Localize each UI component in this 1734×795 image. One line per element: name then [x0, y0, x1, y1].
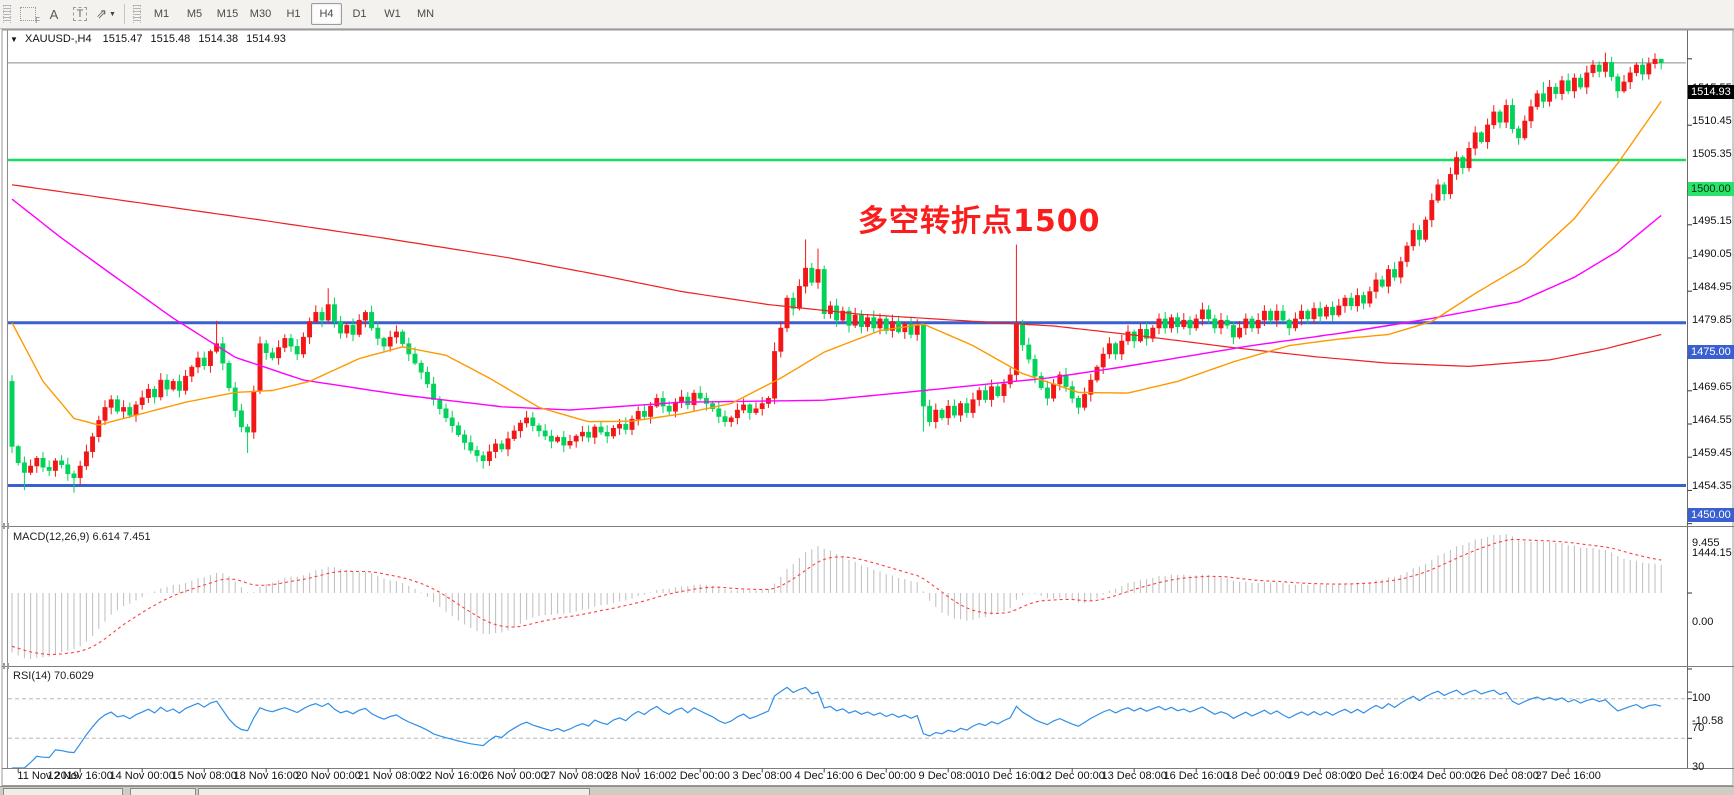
bar-open: 1515.47 [102, 33, 143, 45]
timeframe-button-h1[interactable]: H1 [286, 8, 301, 20]
date-tick-label: 13 Dec 08:00 [1101, 770, 1167, 782]
date-tick-label: 18 Nov 16:00 [233, 770, 299, 782]
chart-tab[interactable] [3, 788, 123, 795]
macd-tick-label: 9.455 [1692, 536, 1720, 549]
ma-slow-line [11, 184, 1662, 368]
date-tick-label: 18 Dec 00:00 [1225, 770, 1291, 782]
ma-mid-line [11, 198, 1662, 411]
candles-layer [9, 52, 1664, 493]
main-pane [8, 52, 1686, 493]
rsi-pane-label: RSI(14) 70.6029 [13, 670, 94, 682]
chart-canvas[interactable] [0, 29, 1734, 786]
date-tick-label: 2 Dec 00:00 [670, 770, 730, 782]
macd-signal-line [11, 538, 1662, 656]
price-tick-label: 1505.35 [1692, 148, 1732, 161]
date-tick-label: 4 Dec 16:00 [794, 770, 854, 782]
timeframe-button-m15[interactable]: M15 [216, 8, 239, 20]
date-tick-label: 3 Dec 08:00 [732, 770, 792, 782]
price-tick-label: 1479.85 [1692, 314, 1732, 327]
date-tick-label: 10 Dec 16:00 [977, 770, 1043, 782]
date-tick-label: 20 Nov 00:00 [295, 770, 361, 782]
toolbar-separator [124, 4, 125, 24]
timeframe-button-d1[interactable]: D1 [352, 8, 367, 20]
date-tick-label: 12 Dec 00:00 [1039, 770, 1105, 782]
chart-tab-strip [0, 786, 1734, 795]
text-box-icon[interactable]: T [67, 3, 93, 25]
date-tick-label: 14 Nov 00:00 [109, 770, 175, 782]
date-tick-label: 26 Dec 08:00 [1473, 770, 1539, 782]
toolbar: F A T ⇗ ▼ M1 M5 M15 M30 H1 H4 D1 W1 MN [0, 0, 1734, 29]
chart-tab[interactable] [130, 788, 196, 795]
text-label-icon[interactable]: A [49, 6, 59, 22]
price-tick-label: 1464.55 [1692, 413, 1732, 426]
price-tick-label: 1490.05 [1692, 247, 1732, 260]
symbol-name: XAUUSD-,H4 [24, 33, 92, 45]
level-price-badge: 1500.00 [1688, 182, 1734, 197]
timeframe-button-mn[interactable]: MN [416, 8, 435, 20]
date-tick-label: 22 Nov 16:00 [419, 770, 485, 782]
date-tick-label: 6 Dec 00:00 [856, 770, 916, 782]
date-tick-label: 11 Nov 2019 [17, 770, 79, 782]
rsi-tick-label: 70 [1692, 721, 1705, 734]
price-tick-label: 1469.65 [1692, 380, 1732, 393]
macd-tick-label: -10.58 [1692, 715, 1724, 728]
date-tick-label: 12 Nov 16:00 [47, 770, 113, 782]
draw-tools-icon[interactable]: ⇗ ▼ [96, 6, 116, 21]
date-tick-label: 21 Nov 08:00 [357, 770, 423, 782]
date-tick-label: 16 Dec 16:00 [1163, 770, 1229, 782]
rsi-tick-label: 30 [1692, 761, 1705, 774]
date-tick-label: 24 Dec 00:00 [1411, 770, 1477, 782]
chart-annotation-text: 多空转折点1500 [858, 204, 1101, 239]
macd-pane [11, 534, 1662, 659]
date-tick-label: 27 Nov 08:00 [543, 770, 609, 782]
timeframe-grip[interactable] [133, 5, 141, 23]
draw-tools-caret-icon[interactable]: ▼ [108, 10, 116, 18]
macd-tick-label: 0.00 [1692, 616, 1714, 628]
timeframe-group: M1 M5 M15 M30 H1 H4 D1 W1 MN [145, 3, 442, 25]
toolbar-grip[interactable] [3, 5, 11, 23]
date-tick-label: 28 Nov 16:00 [605, 770, 671, 782]
rsi-tick-label: 100 [1692, 692, 1711, 704]
date-tick-label: 20 Dec 16:00 [1349, 770, 1415, 782]
level-price-badge: 1450.00 [1688, 507, 1734, 522]
date-tick-label: 9 Dec 08:00 [918, 770, 978, 782]
chart-window[interactable]: ▼ XAUUSD-,H4 1515.47 1515.48 1514.38 151… [0, 29, 1734, 786]
symbol-dropdown-icon[interactable]: ▼ [10, 35, 18, 44]
level-price-badge: 1475.00 [1688, 344, 1734, 359]
date-tick-label: 27 Dec 16:00 [1535, 770, 1601, 782]
bar-close: 1514.93 [246, 33, 286, 45]
chart-tab[interactable] [198, 788, 590, 795]
timeframe-button-m30[interactable]: M30 [249, 8, 272, 20]
date-tick-label: 15 Nov 08:00 [171, 770, 237, 782]
price-tick-label: 1510.45 [1692, 115, 1732, 127]
date-tick-label: 26 Nov 00:00 [481, 770, 547, 782]
rsi-line [12, 686, 1662, 768]
timeframe-button-m5[interactable]: M5 [186, 8, 203, 20]
chart-shift-icon[interactable]: F [15, 3, 41, 25]
date-tick-label: 19 Dec 08:00 [1287, 770, 1353, 782]
timeframe-button-h4[interactable]: H4 [311, 3, 342, 25]
price-tick-label: 1495.15 [1692, 214, 1732, 227]
bar-high: 1515.48 [150, 33, 191, 45]
price-tick-label: 1484.95 [1692, 281, 1732, 293]
current-price-badge: 1514.93 [1688, 84, 1734, 99]
rsi-pane [8, 686, 1686, 768]
ma-fast-line [11, 100, 1662, 426]
price-tick-label: 1444.15 [1692, 546, 1732, 559]
symbol-info-bar[interactable]: ▼ XAUUSD-,H4 1515.47 1515.48 1514.38 151… [10, 33, 286, 45]
timeframe-button-m1[interactable]: M1 [153, 8, 170, 20]
timeframe-button-w1[interactable]: W1 [384, 8, 401, 20]
price-tick-label: 1459.45 [1692, 447, 1732, 459]
bar-low: 1514.38 [198, 33, 239, 45]
price-tick-label: 1454.35 [1692, 480, 1732, 493]
macd-pane-label: MACD(12,26,9) 6.614 7.451 [13, 531, 151, 543]
